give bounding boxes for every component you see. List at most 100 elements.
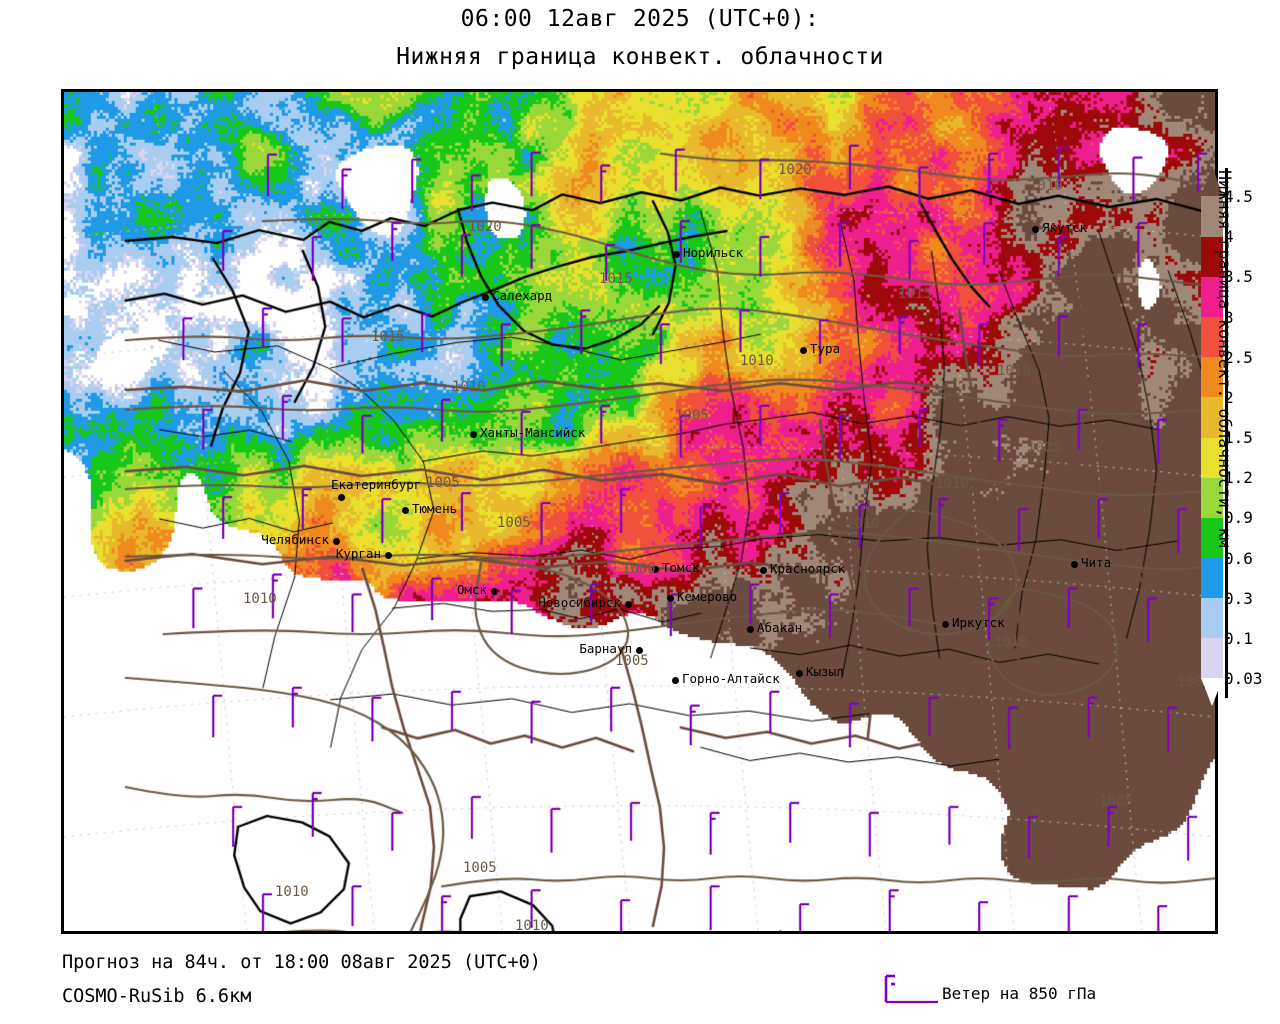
isobar-label-14: 1010 — [846, 516, 880, 532]
city-dot-icon — [482, 294, 489, 301]
colorbar-band-2-2.5 — [1201, 356, 1223, 398]
colorbar-tick-4: 4 — [1224, 227, 1234, 247]
page-title-datetime: 06:00 12авг 2025 (UTC+0): — [460, 6, 820, 32]
isobar-label-6: 1010 — [740, 353, 774, 369]
city-label: Ханты-Мансийск — [480, 425, 586, 440]
city-label: Новосибирск — [538, 595, 621, 610]
colorbar-tick-0.9: 0.9 — [1224, 508, 1253, 528]
city-dot-icon — [402, 507, 409, 514]
city-label: Чита — [1081, 555, 1112, 570]
colorbar-band-0.3-0.6 — [1201, 557, 1223, 599]
isobar-label-15: 1000 — [622, 561, 656, 577]
colorbar-band-1.5-2 — [1201, 396, 1223, 438]
city-label: Тюмень — [412, 501, 458, 516]
city-dot-icon — [747, 626, 754, 633]
isobar-label-23: 1010 — [515, 918, 549, 934]
colorbar: 0.03 0.1 0.3 0.6 0.9 1.2 1.5 2 2.5 3 3.5 4 4.5 — [1196, 160, 1280, 706]
wind-legend: Ветер на 850 гПа — [880, 974, 1240, 1016]
isobar-label-21: 1005 — [463, 860, 497, 876]
wind-barb-icon — [884, 974, 938, 1004]
city-label: Абакан — [757, 620, 803, 635]
isobar-label-22: 1010 — [275, 884, 309, 900]
city-dot-icon — [1071, 561, 1078, 568]
city-dot-icon — [760, 567, 767, 574]
isobar-label-3: 1015 — [599, 271, 633, 287]
city-dot-icon — [800, 347, 807, 354]
city-label: Курган — [335, 546, 381, 561]
city-dot-icon — [636, 647, 643, 654]
city-label: Горно-Алтайск — [682, 671, 780, 686]
city-label: Екатеринбург — [331, 477, 422, 492]
colorbar-tick-2.5: 2.5 — [1224, 347, 1253, 367]
colorbar-tick-0.6: 0.6 — [1224, 548, 1253, 568]
model-info: COSMO-RuSib 6.6км — [62, 986, 252, 1007]
colorbar-tick-1.2: 1.2 — [1224, 468, 1253, 488]
city-label: Якутск — [1042, 220, 1088, 235]
map-raster-convective-cloud-base — [64, 92, 1215, 931]
colorbar-tick-4.5: 4.5 — [1224, 187, 1253, 206]
city-label: Норильск — [683, 245, 744, 260]
colorbar-overflow-arrow — [1201, 166, 1223, 196]
city-dot-icon — [625, 601, 632, 608]
city-label: Кемерово — [677, 589, 738, 604]
colorbar-axis-line — [1225, 168, 1228, 698]
isobar-label-11: 1005 — [426, 475, 460, 491]
colorbar-tick-0.3: 0.3 — [1224, 588, 1253, 608]
isobar-label-7: 1010 — [997, 363, 1031, 379]
colorbar-band-1.2-1.5 — [1201, 437, 1223, 478]
colorbar-bands — [1201, 196, 1223, 679]
colorbar-tick-3: 3 — [1224, 307, 1234, 327]
city-dot-icon — [652, 566, 659, 573]
city-dot-icon — [470, 431, 477, 438]
isobar-label-20: 1005 — [1099, 793, 1133, 809]
colorbar-axis-title: Нижняя граница конвект. облачности, км — [1215, 170, 1234, 548]
isobar-label-13: 1005 — [497, 515, 531, 531]
city-label: Омск — [456, 582, 487, 597]
isobar-label-18: 1005 — [615, 653, 649, 669]
city-label: Челябинск — [261, 532, 329, 547]
city-dot-icon — [333, 538, 340, 545]
forecast-info: Прогноз на 84ч. от 18:00 08авг 2025 (UTC… — [62, 952, 541, 973]
colorbar-band-4-4.5 — [1201, 196, 1223, 237]
isobar-label-12: 1010 — [935, 476, 969, 492]
colorbar-tick-1.5: 1.5 — [1224, 428, 1253, 447]
colorbar-band-3.5-4 — [1201, 236, 1223, 277]
colorbar-underflow-arrow — [1201, 678, 1223, 706]
city-dot-icon — [796, 670, 803, 677]
city-label: Кызыл — [806, 664, 844, 679]
isobar-label-1: 1010 — [1029, 178, 1063, 194]
city-label: Иркутск — [952, 615, 1005, 630]
colorbar-band-0.03-0.1 — [1201, 637, 1223, 679]
city-label: Барнаул — [579, 641, 632, 656]
colorbar-band-2.5-3 — [1201, 316, 1223, 358]
city-label: Красноярск — [770, 561, 846, 576]
city-label: Салехард — [492, 288, 553, 303]
colorbar-tick-0.03: 0.03 — [1224, 669, 1263, 688]
city-dot-icon — [385, 552, 392, 559]
city-dot-icon — [942, 621, 949, 628]
city-dot-icon — [667, 595, 674, 602]
isobar-label-0: 1020 — [778, 162, 812, 178]
colorbar-tick-0.1: 0.1 — [1224, 628, 1253, 648]
map-frame[interactable]: Якутск Норильск Тура Салехард Ханты-Мансийск… — [61, 89, 1218, 934]
isobar-label-16: 1010 — [243, 591, 277, 607]
city-dot-icon — [673, 251, 680, 258]
isobar-label-9: 1005 — [675, 408, 709, 424]
colorbar-band-0.6-0.9 — [1201, 517, 1223, 559]
colorbar-band-3-3.5 — [1201, 276, 1223, 318]
isobar-label-10: 1005 — [1027, 440, 1061, 456]
city-dot-icon — [338, 494, 345, 501]
city-label: Тура — [810, 341, 841, 356]
city-dot-icon — [672, 677, 679, 684]
city-dot-icon — [491, 588, 498, 595]
isobar-label-17: 1010 — [994, 634, 1028, 650]
isobar-label-4: 1015 — [898, 286, 932, 302]
wind-legend-label: Ветер на 850 гПа — [942, 984, 1097, 1003]
city-label: Томск — [662, 560, 700, 575]
colorbar-tick-2: 2 — [1224, 387, 1234, 407]
isobar-label-2: 1020 — [468, 219, 502, 235]
isobar-label-8: 1010 — [452, 379, 486, 395]
page-title-parameter: Нижняя граница конвект. облачности — [396, 44, 884, 70]
colorbar-tick-3.5: 3.5 — [1224, 267, 1253, 287]
